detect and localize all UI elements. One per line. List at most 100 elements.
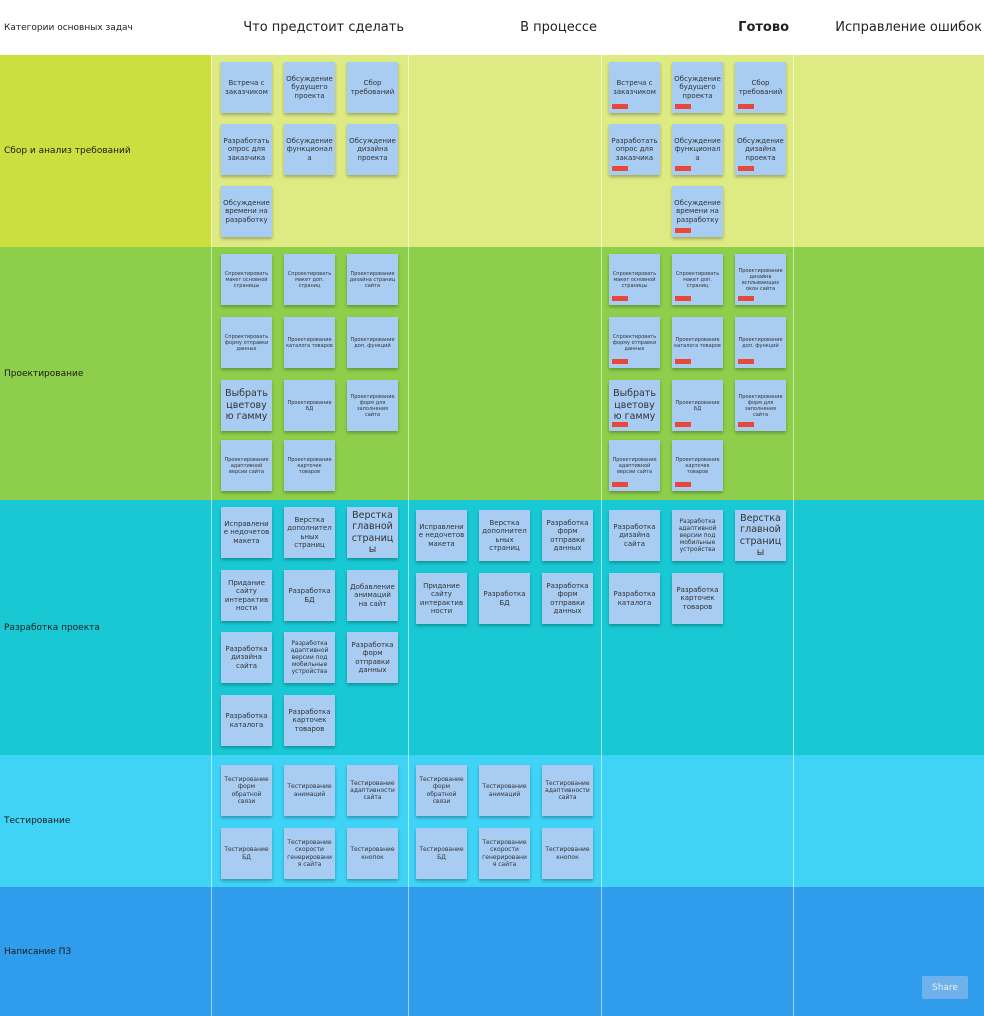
sticky-note[interactable]: Тестирование кнопок — [347, 828, 398, 879]
sticky-note[interactable]: Обсуждение дизайна проекта — [735, 124, 786, 175]
sticky-note[interactable]: Проектирование карточек товаров — [284, 440, 335, 491]
sticky-note[interactable]: Обсуждение времени на разработку — [672, 186, 723, 237]
lane-design: Проектирование — [0, 247, 984, 500]
done-marker — [612, 422, 628, 427]
sticky-note[interactable]: Сбор требований — [347, 62, 398, 113]
sticky-note[interactable]: Разработка адаптивной версии под мобильн… — [672, 510, 723, 561]
sticky-note[interactable]: Разработать опрос для заказчика — [609, 124, 660, 175]
sticky-note[interactable]: Тестирование скорости генерирования сайт… — [284, 828, 335, 879]
sticky-note[interactable]: Обсуждение будущего проекта — [284, 62, 335, 113]
sticky-note[interactable]: Разработка форм отправки данных — [347, 632, 398, 683]
sticky-note-text: Тестирование кнопок — [545, 846, 590, 861]
sticky-note-text: Спроектировать макет основной страницы — [612, 270, 657, 289]
sticky-note[interactable]: Встреча с заказчиком — [221, 62, 272, 113]
sticky-note-text: Разработка карточек товаров — [288, 707, 331, 733]
sticky-note[interactable]: Верстка главной страницы — [735, 510, 786, 561]
sticky-note[interactable]: Проектирование адаптивной версии сайта — [221, 440, 272, 491]
sticky-note-text: Разработка дизайна сайта — [613, 522, 656, 548]
sticky-note-text: Разработка форм отправки данных — [546, 518, 589, 552]
column-header-in-progress[interactable]: В процессе — [520, 20, 597, 35]
sticky-note[interactable]: Разработка БД — [284, 570, 335, 621]
sticky-note-text: Верстка главной страницы — [739, 512, 782, 558]
sticky-note-text: Проектирование карточек товаров — [287, 456, 332, 475]
sticky-note-text: Проектирование БД — [675, 399, 720, 412]
sticky-note-text: Верстка дополнительных страниц — [482, 518, 527, 552]
sticky-note-text: Разработать опрос для заказчика — [611, 136, 658, 162]
sticky-note-text: Обсуждение времени на разработку — [674, 198, 721, 224]
sticky-note[interactable]: Спроектировать макет основной страницы — [609, 254, 660, 305]
sticky-note[interactable]: Выбрать цветовую гамму — [609, 380, 660, 431]
sticky-note[interactable]: Тестирование анимаций — [284, 765, 335, 816]
sticky-note[interactable]: Проектирование форм для заполнения сайта — [735, 380, 786, 431]
done-marker — [612, 104, 628, 109]
sticky-note[interactable]: Исправление недочетов макета — [416, 510, 467, 561]
sticky-note[interactable]: Разработка форм отправки данных — [542, 573, 593, 624]
sticky-note[interactable]: Верстка главной страницы — [347, 507, 398, 558]
sticky-note[interactable]: Разработка карточек товаров — [284, 695, 335, 746]
sticky-note[interactable]: Обсуждение функционала — [284, 124, 335, 175]
sticky-note[interactable]: Тестирование анимаций — [479, 765, 530, 816]
sticky-note[interactable]: Разработка адаптивной версии под мобильн… — [284, 632, 335, 683]
sticky-note[interactable]: Проектирование дизайна страниц сайта — [347, 254, 398, 305]
sticky-note[interactable]: Обсуждение времени на разработку — [221, 186, 272, 237]
lane-title-testing: Тестирование — [4, 816, 71, 826]
sticky-note-text: Проектирование доп. функций — [738, 336, 783, 349]
sticky-note[interactable]: Проектирование адаптивной версии сайта — [609, 440, 660, 491]
sticky-note[interactable]: Тестирование скорости генерирования сайт… — [479, 828, 530, 879]
sticky-note[interactable]: Спроектировать форму отправки данных — [609, 317, 660, 368]
sticky-note[interactable]: Обсуждение функционала — [672, 124, 723, 175]
sticky-note-text: Проектирование дизайна страниц сайта — [349, 270, 396, 289]
sticky-note[interactable]: Сбор требований — [735, 62, 786, 113]
sticky-note[interactable]: Придание сайту интерактивности — [221, 570, 272, 621]
sticky-note[interactable]: Проектирование карточек товаров — [672, 440, 723, 491]
sticky-note[interactable]: Проектирование доп. функций — [347, 317, 398, 368]
sticky-note-text: Тестирование скорости генерирования сайт… — [287, 839, 332, 868]
done-marker — [675, 104, 691, 109]
sticky-note[interactable]: Спроектировать макет основной страницы — [221, 254, 272, 305]
sticky-note[interactable]: Спроектировать макет доп. страниц — [672, 254, 723, 305]
sticky-note[interactable]: Тестирование кнопок — [542, 828, 593, 879]
sticky-note[interactable]: Тестирование БД — [221, 828, 272, 879]
sticky-note-text: Тестирование адаптивности сайта — [350, 779, 395, 802]
column-header-bugfix[interactable]: Исправление ошибок — [835, 20, 982, 35]
sticky-note[interactable]: Разработка дизайна сайта — [609, 510, 660, 561]
sticky-note[interactable]: Разработка каталога — [221, 695, 272, 746]
sticky-note[interactable]: Верстка дополнительных страниц — [284, 507, 335, 558]
sticky-note[interactable]: Тестирование форм обратной связи — [416, 765, 467, 816]
sticky-note-text: Проектирование дизайна всплывающих окон … — [738, 267, 783, 292]
sticky-note-text: Разработка каталога — [613, 590, 656, 607]
sticky-note[interactable]: Разработка дизайна сайта — [221, 632, 272, 683]
sticky-note[interactable]: Тестирование адаптивности сайта — [347, 765, 398, 816]
sticky-note[interactable]: Проектирование БД — [672, 380, 723, 431]
sticky-note-text: Проектирование форм для заполнения сайта — [350, 393, 395, 418]
sticky-note[interactable]: Верстка дополнительных страниц — [479, 510, 530, 561]
sticky-note[interactable]: Проектирование доп. функций — [735, 317, 786, 368]
sticky-note[interactable]: Проектирование БД — [284, 380, 335, 431]
sticky-note[interactable]: Исправление недочетов макета — [221, 507, 272, 558]
sticky-note[interactable]: Разработка БД — [479, 573, 530, 624]
column-header-done[interactable]: Готово — [738, 20, 789, 35]
sticky-note[interactable]: Придание сайту интерактивности — [416, 573, 467, 624]
sticky-note[interactable]: Тестирование адаптивности сайта — [542, 765, 593, 816]
sticky-note[interactable]: Проектирование дизайна всплывающих окон … — [735, 254, 786, 305]
sticky-note[interactable]: Разработать опрос для заказчика — [221, 124, 272, 175]
sticky-note[interactable]: Спроектировать макет доп. страниц — [284, 254, 335, 305]
sticky-note[interactable]: Разработка карточек товаров — [672, 573, 723, 624]
share-button[interactable]: Share — [922, 976, 968, 999]
sticky-note-text: Разработка адаптивной версии под мобильн… — [290, 639, 329, 676]
sticky-note[interactable]: Проектирование форм для заполнения сайта — [347, 380, 398, 431]
sticky-note[interactable]: Тестирование БД — [416, 828, 467, 879]
sticky-note[interactable]: Проектирование каталога товаров — [284, 317, 335, 368]
sticky-note[interactable]: Встреча с заказчиком — [609, 62, 660, 113]
sticky-note[interactable]: Обсуждение дизайна проекта — [347, 124, 398, 175]
sticky-note-text: Добавление анимаций на сайт — [350, 582, 395, 608]
sticky-note[interactable]: Выбрать цветовую гамму — [221, 380, 272, 431]
sticky-note[interactable]: Тестирование форм обратной связи — [221, 765, 272, 816]
sticky-note[interactable]: Спроектировать форму отправки данных — [221, 317, 272, 368]
sticky-note[interactable]: Разработка каталога — [609, 573, 660, 624]
sticky-note[interactable]: Добавление анимаций на сайт — [347, 570, 398, 621]
column-header-todo[interactable]: Что предстоит сделать — [243, 20, 404, 35]
sticky-note[interactable]: Проектирование каталога товаров — [672, 317, 723, 368]
sticky-note[interactable]: Разработка форм отправки данных — [542, 510, 593, 561]
sticky-note[interactable]: Обсуждение будущего проекта — [672, 62, 723, 113]
